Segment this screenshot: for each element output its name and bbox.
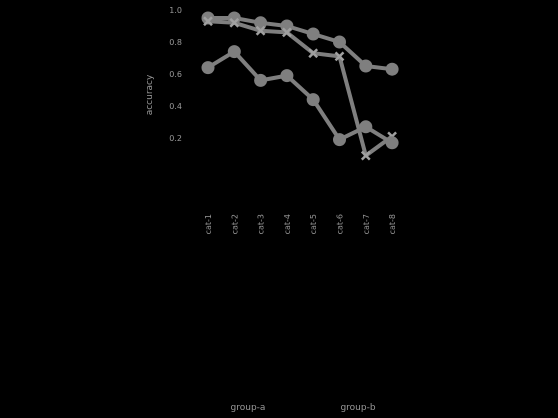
series-3-point [254, 73, 268, 87]
y-tick-label: 0.8 [169, 38, 182, 47]
y-tick-label: 0.6 [169, 70, 182, 79]
series-2-point [203, 16, 213, 27]
category-label: cat-4 [283, 214, 292, 234]
series-3-point [359, 120, 373, 134]
category-label: cat-5 [309, 214, 318, 234]
y-axis-ticks: 0.2 0.4 0.6 0.8 1.0 [169, 6, 182, 143]
series-1-point [306, 27, 320, 41]
category-label: cat-8 [388, 214, 397, 234]
series-2-point [282, 27, 292, 38]
series-3-point [280, 69, 294, 83]
series-1-point [385, 62, 399, 76]
series-1-point [359, 59, 373, 73]
y-tick-label: 1.0 [169, 6, 182, 15]
category-label: cat-6 [336, 214, 345, 234]
series-3-point [306, 93, 320, 107]
category-label: cat-3 [257, 214, 266, 234]
series-2-point [255, 25, 266, 36]
group-label-b: group-b [340, 403, 375, 413]
series-1-point [280, 19, 294, 33]
series-3-point [333, 133, 346, 147]
category-label: cat-7 [362, 214, 371, 234]
category-label: cat-2 [230, 214, 239, 234]
series-2-line [207, 19, 394, 158]
series-2-point [229, 17, 240, 28]
series-3-point [385, 136, 399, 150]
series-3-point [201, 61, 215, 75]
series-markers [201, 11, 399, 161]
series-lines [206, 16, 394, 158]
series-2-point [334, 51, 345, 62]
y-tick-label: 0.2 [169, 134, 182, 143]
series-3-point [227, 45, 241, 59]
series-1-point [333, 35, 346, 49]
category-labels: cat-1 cat-2 cat-3 cat-4 cat-5 cat-6 cat-7 cat-8 [204, 214, 397, 234]
y-tick-label: 0.4 [169, 102, 182, 111]
group-label-a: group-a [231, 403, 266, 413]
series-1-point [201, 11, 215, 25]
category-label: cat-1 [204, 214, 213, 234]
series-2-point [360, 150, 371, 161]
y-axis-label: accuracy [145, 74, 155, 115]
series-2-point [308, 48, 319, 59]
